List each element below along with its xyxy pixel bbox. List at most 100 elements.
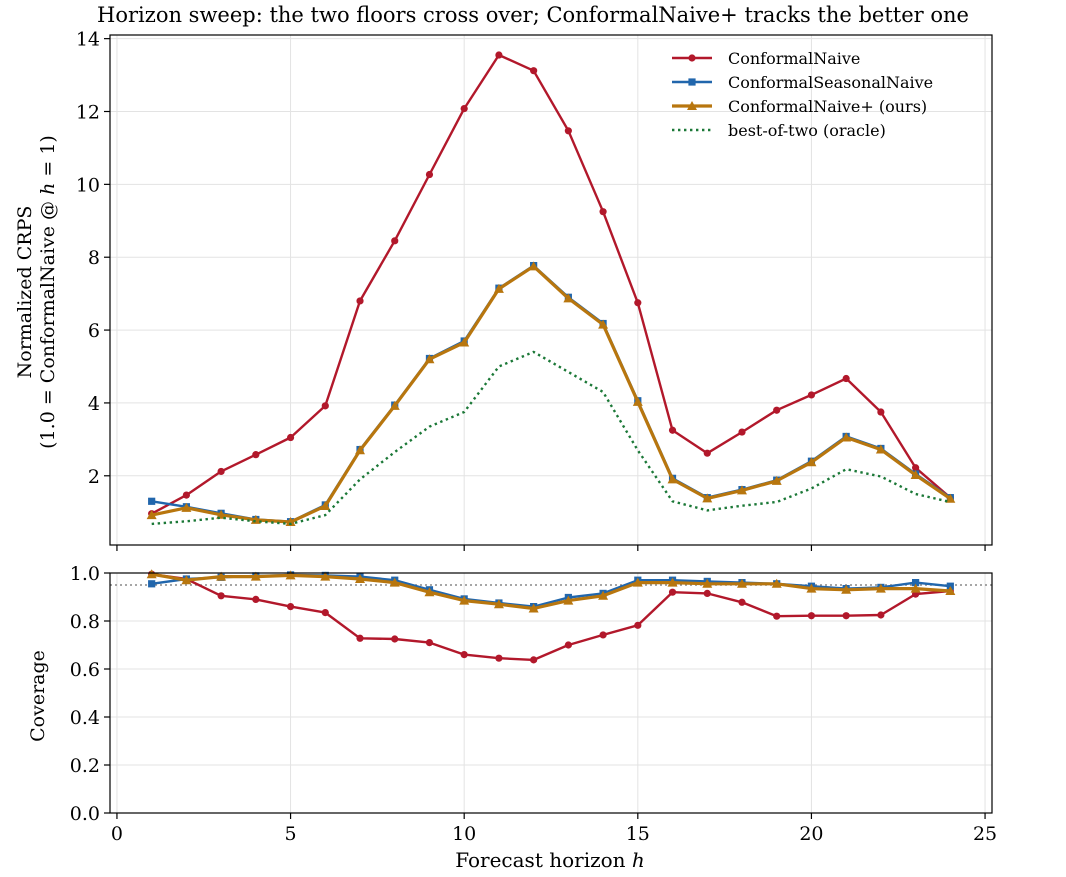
top-conformalnaive-ours-point xyxy=(667,474,678,484)
bottom-y-axis-label: Coverage xyxy=(27,650,49,742)
bottom-x-tick-label: 5 xyxy=(285,823,297,845)
top-conformalnaive-point xyxy=(182,491,190,499)
bottom-conformalnaive-ours-point xyxy=(806,583,817,593)
top-conformalnaive-point xyxy=(564,127,572,135)
top-y-axis-label-suffix: = 1) xyxy=(37,135,59,183)
top-conformalnaive-ours-point xyxy=(216,509,227,519)
top-y-tick-label: 2 xyxy=(88,466,100,488)
top-y-tick-label: 10 xyxy=(76,174,100,196)
bottom-conformalnaive-ours-point xyxy=(493,599,504,609)
bottom-conformalnaive-point xyxy=(356,634,364,642)
top-conformalnaive-point xyxy=(668,426,677,434)
bottom-conformalnaive-ours-point xyxy=(875,583,886,593)
top-y-axis-label-prefix: (1.0 = ConformalNaive @ xyxy=(37,195,59,449)
bottom-y-tick-label: 0.4 xyxy=(70,707,100,729)
bottom-conformalnaive-ours-point xyxy=(320,571,331,581)
bottom-conformalnaive-ours-point xyxy=(667,577,678,587)
bottom-conformalnaive-ours-point xyxy=(563,595,574,605)
bottom-x-tick-label: 0 xyxy=(111,823,123,845)
top-conformalnaive-point xyxy=(391,237,399,245)
bottom-conformalnaive-point xyxy=(773,612,781,620)
top-conformalseasonalnaive-line xyxy=(151,264,951,523)
top-conformalnaive-line xyxy=(151,53,952,515)
bottom-conformalnaive-point xyxy=(252,595,260,604)
top-y-axis-label-var: h xyxy=(37,183,59,195)
bottom-x-tick-label: 20 xyxy=(799,823,823,845)
bottom-conformalseasonalnaive-point xyxy=(912,579,920,587)
top-conformalnaive-point xyxy=(807,391,816,399)
top-conformalnaive-ours-point xyxy=(459,337,470,347)
bottom-conformalnaive-ours-point xyxy=(459,595,470,605)
bottom-y-tick-label: 0.8 xyxy=(70,611,100,633)
bottom-x-tick-label: 25 xyxy=(973,823,997,845)
top-conformalnaive-point xyxy=(912,464,920,472)
bottom-y-tick-label: 1.0 xyxy=(70,563,100,585)
bottom-conformalnaive-point xyxy=(703,589,711,598)
top-conformalnaive-ours-point xyxy=(285,517,296,527)
top-conformalnaive-ours-point xyxy=(841,432,852,442)
top-conformalnaive-ours-point xyxy=(146,510,157,520)
top-best-of-two-oracle-line xyxy=(151,350,951,526)
chart-title: Horizon sweep: the two floors cross over… xyxy=(97,3,969,27)
bottom-conformalnaive-ours-point xyxy=(250,571,261,581)
bottom-conformalnaive-point xyxy=(564,641,572,649)
top-series-group xyxy=(146,51,956,527)
bottom-conformalnaive-point xyxy=(807,612,816,620)
top-conformalnaive-point xyxy=(425,170,434,179)
top-y-axis-label-line1: Normalized CRPS xyxy=(14,206,36,379)
bottom-x-tick-label: 10 xyxy=(452,823,476,845)
bottom-conformalnaive-ours-point xyxy=(146,569,157,579)
bottom-conformalnaive-ours-point xyxy=(424,587,435,597)
bottom-conformalnaive-ours-point xyxy=(216,571,227,581)
top-conformalnaive-ours-point xyxy=(389,400,400,410)
top-y-tick-label: 6 xyxy=(88,320,100,342)
top-axes-frame xyxy=(109,34,993,546)
top-conformalnaive-ours-point xyxy=(910,470,921,480)
axes-frames xyxy=(109,34,993,814)
top-conformalnaive-ours-point xyxy=(771,475,782,485)
top-conformalnaive-ours-point xyxy=(875,444,886,454)
legend-conformalnaive-ours-label: ConformalNaive+ (ours) xyxy=(728,97,927,116)
top-conformalnaive-ours-point xyxy=(528,261,539,271)
bottom-conformalnaive-ours-point xyxy=(181,575,192,585)
top-conformalnaive-point xyxy=(460,104,468,113)
bottom-conformalnaive-point xyxy=(877,611,885,619)
top-y-axis-label-line2: (1.0 = ConformalNaive @ h = 1) xyxy=(37,135,59,449)
bottom-conformalnaive-point xyxy=(425,639,434,647)
top-conformalseasonalnaive-point xyxy=(148,497,156,505)
top-conformalnaive-point xyxy=(634,299,642,307)
top-conformalnaive-ours-point xyxy=(598,319,609,329)
bottom-conformalnaive-ours-point xyxy=(771,578,782,588)
top-conformalnaive-point xyxy=(773,406,781,414)
legend-conformalseasonalnaive-label: ConformalSeasonalNaive xyxy=(728,73,933,92)
top-y-tick-label: 8 xyxy=(88,247,100,269)
top-conformalnaive-ours-point xyxy=(493,283,504,293)
top-conformalnaive-ours-point xyxy=(424,354,435,364)
bottom-conformalnaive-ours-point xyxy=(598,590,609,600)
bottom-series-group xyxy=(146,569,956,664)
x-axis-label: Forecast horizon h xyxy=(455,848,645,872)
top-conformalnaive-ours-point xyxy=(806,457,817,467)
bottom-conformalnaive-point xyxy=(217,592,225,600)
top-conformalnaive-ours-point xyxy=(563,293,574,303)
top-conformalnaive-point xyxy=(495,51,503,59)
bottom-conformalnaive-point xyxy=(738,598,746,606)
top-y-tick-label: 14 xyxy=(76,29,100,51)
bottom-grid xyxy=(110,572,992,814)
top-conformalnaive-point xyxy=(599,208,607,216)
top-conformalnaive-ours-point xyxy=(320,501,331,511)
top-conformalnaive-point xyxy=(321,402,329,410)
top-y-tick-label: 12 xyxy=(76,102,100,124)
bottom-conformalnaive-point xyxy=(668,588,677,596)
legend-conformalnaive-marker xyxy=(688,54,696,62)
bottom-y-tick-label: 0.6 xyxy=(70,659,100,681)
bottom-conformalnaive-ours-point xyxy=(841,584,852,594)
bottom-conformalnaive-ours-point xyxy=(910,583,921,593)
bottom-conformalnaive-ours-point xyxy=(736,578,747,588)
top-y-tick-label: 4 xyxy=(88,393,100,415)
bottom-conformalseasonalnaive-point xyxy=(148,580,156,588)
bottom-conformalnaive-line xyxy=(151,573,951,662)
bottom-conformalnaive-point xyxy=(321,609,329,617)
bottom-conformalnaive-point xyxy=(530,656,538,664)
top-conformalnaive-ours-point xyxy=(632,396,643,406)
